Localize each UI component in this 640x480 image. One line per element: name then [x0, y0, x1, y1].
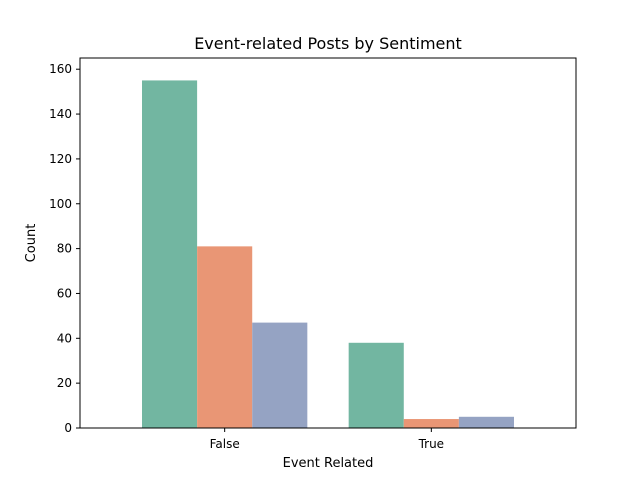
y-tick-label: 0 — [64, 421, 72, 435]
y-axis-label: Count — [24, 224, 39, 263]
x-axis-label: Event Related — [283, 456, 374, 471]
bar-false-series-1 — [142, 80, 198, 428]
y-tick-label: 120 — [49, 152, 72, 166]
plot-frame — [79, 57, 577, 429]
y-tick-label: 40 — [57, 331, 72, 345]
bar-true-series-2 — [403, 419, 459, 428]
y-axis-ticks: 0 20 40 60 80 100 120 140 160 — [49, 62, 80, 435]
y-tick-label: 80 — [57, 242, 72, 256]
x-tick-label: False — [210, 437, 240, 451]
bar-true-series-1 — [348, 342, 404, 428]
x-tick-label: True — [418, 437, 445, 451]
bar-true-series-3 — [458, 416, 514, 428]
y-tick-label: 140 — [49, 107, 72, 121]
chart-title: Event-related Posts by Sentiment — [194, 34, 462, 53]
bars-group — [142, 80, 514, 428]
bar-false-series-2 — [197, 246, 253, 428]
y-tick-label: 100 — [49, 197, 72, 211]
x-axis-ticks: False True — [210, 428, 444, 451]
bar-false-series-3 — [252, 322, 308, 428]
y-tick-label: 160 — [49, 62, 72, 76]
y-tick-label: 20 — [57, 376, 72, 390]
y-tick-label: 60 — [57, 286, 72, 300]
